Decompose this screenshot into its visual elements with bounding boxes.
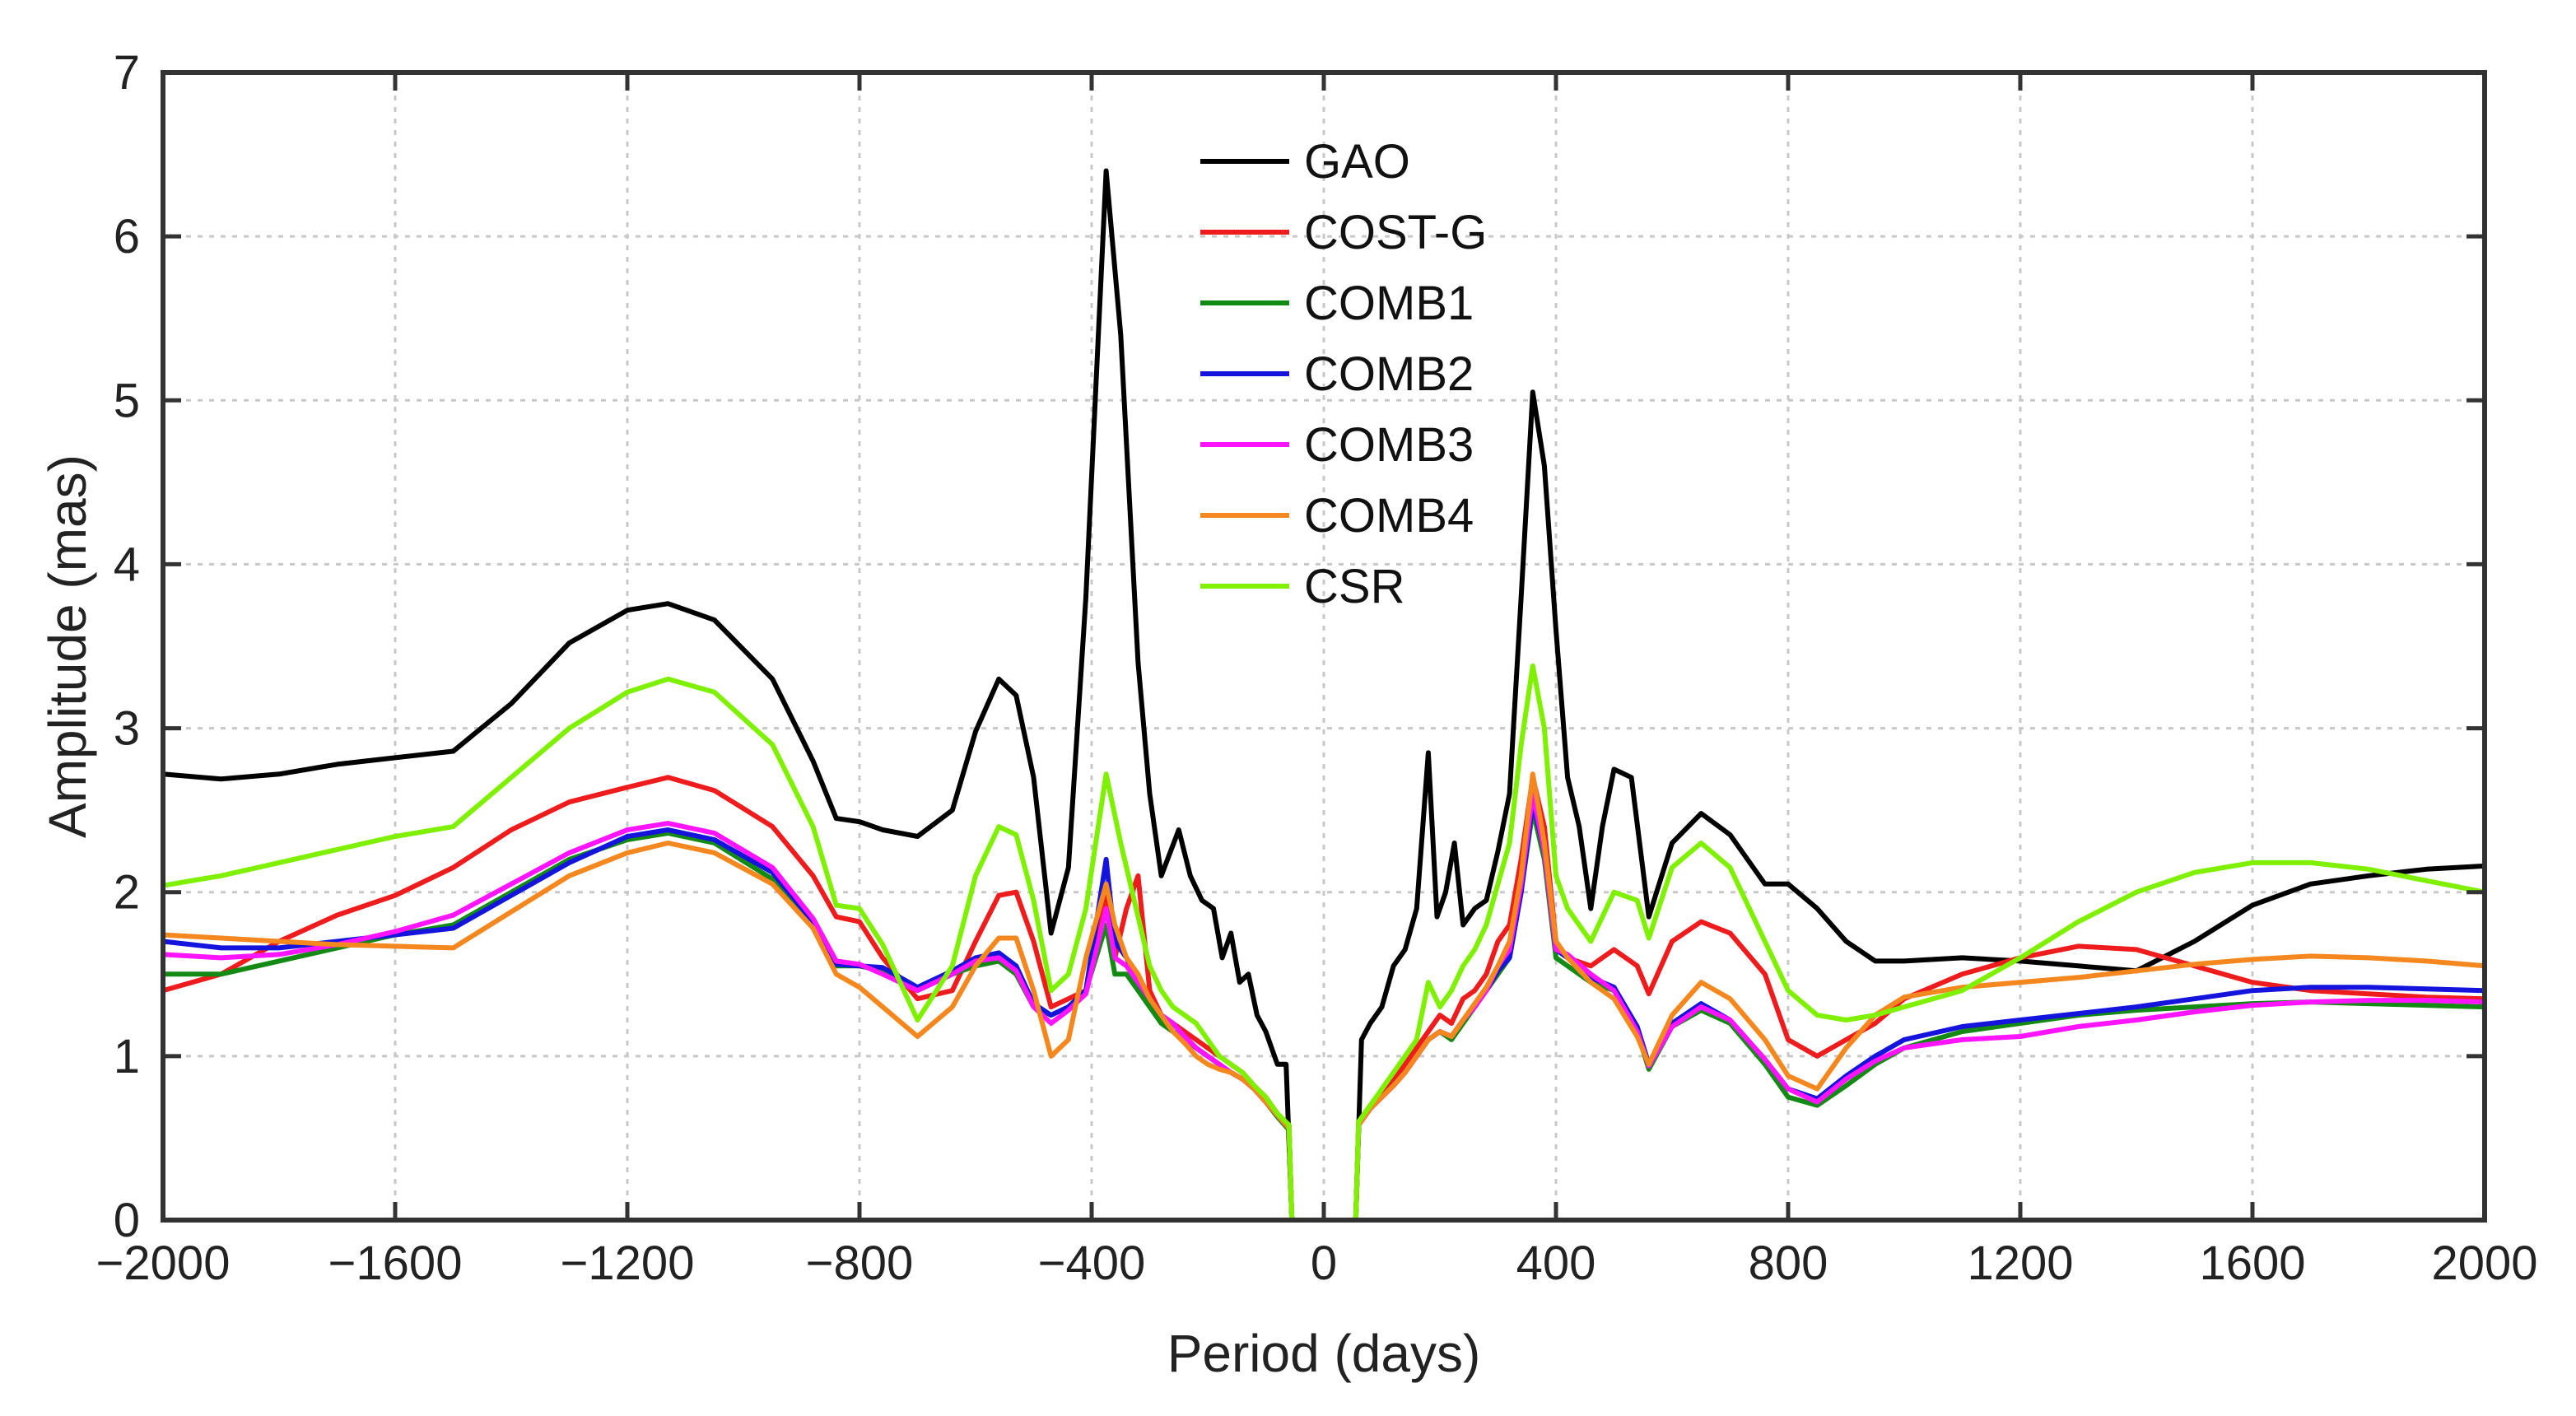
- series-line-gao: [161, 168, 2487, 1223]
- x-axis-title: Period (days): [1167, 1324, 1481, 1383]
- x-tick-label: −2000: [96, 1237, 231, 1290]
- legend-label: CSR: [1304, 560, 1404, 613]
- y-tick-label: 4: [114, 538, 140, 591]
- legend: GAO COST-G COMB1 COMB2 COMB3 COMB4 CSR: [1200, 135, 1487, 613]
- x-tick-label: 1600: [2199, 1237, 2305, 1290]
- tick-marks: [161, 70, 2487, 1223]
- x-tick-label: −800: [806, 1237, 914, 1290]
- y-axis-title: Amplitude (mas): [38, 454, 97, 838]
- x-tick-label: 1200: [1967, 1237, 2073, 1290]
- y-tick-label: 6: [114, 210, 140, 263]
- x-tick-label: 0: [1311, 1237, 1337, 1290]
- legend-label: COMB4: [1304, 489, 1474, 543]
- x-tick-label: −1200: [561, 1237, 695, 1290]
- x-tick-label: 800: [1749, 1237, 1828, 1290]
- y-tick-label: 5: [114, 374, 140, 427]
- x-tick-label: 2000: [2431, 1237, 2537, 1290]
- x-tick-labels: −2000 −1600 −1200 −800 −400 0 400 800 1200 1600 20…: [96, 1237, 2538, 1290]
- y-tick-labels: 0 1 2 3 4 5 6 7: [114, 46, 140, 1247]
- y-tick-label: 3: [114, 702, 140, 756]
- y-tick-label: 7: [114, 46, 140, 100]
- x-tick-label: 400: [1516, 1237, 1596, 1290]
- y-tick-label: 2: [114, 866, 140, 920]
- x-tick-label: −1600: [328, 1237, 463, 1290]
- legend-label: COMB2: [1304, 347, 1474, 401]
- legend-label: GAO: [1304, 135, 1410, 189]
- y-tick-label: 0: [114, 1194, 140, 1247]
- legend-label: COMB1: [1304, 277, 1474, 330]
- legend-label: COST-G: [1304, 206, 1487, 259]
- legend-label: COMB3: [1304, 418, 1474, 472]
- y-tick-label: 1: [114, 1030, 140, 1083]
- x-tick-label: −400: [1038, 1237, 1146, 1290]
